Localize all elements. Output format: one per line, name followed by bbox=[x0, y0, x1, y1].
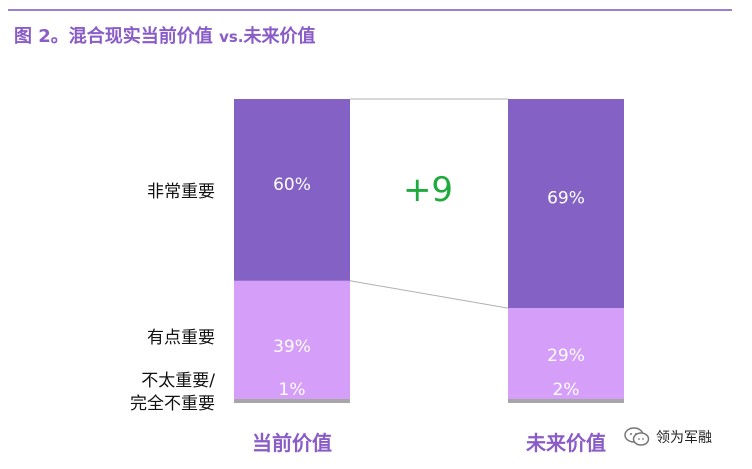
category-label-future: 未来价值 bbox=[526, 431, 606, 455]
bar-very-important-current bbox=[234, 99, 350, 281]
watermark-text: 领为军融 bbox=[656, 430, 712, 446]
data-label-not-important-current: 1% bbox=[279, 380, 306, 400]
figure-title-main: 混合现实当前价值 bbox=[68, 26, 220, 47]
row-label-very-important: 非常重要 bbox=[147, 182, 215, 202]
figure-title: 图 2。混合现实当前价值 vs.未来价值 bbox=[14, 22, 315, 48]
figure-title-suffix: 未来价值 bbox=[243, 26, 316, 47]
row-label-somewhat-important: 有点重要 bbox=[147, 328, 215, 348]
bar-somewhat-important-future bbox=[508, 308, 624, 396]
bar-base-line-current bbox=[234, 399, 350, 403]
data-label-somewhat-important-future: 29% bbox=[547, 346, 585, 366]
top-rule bbox=[8, 9, 732, 11]
figure-title-vs: vs. bbox=[219, 28, 244, 46]
connector-bottom bbox=[349, 280, 509, 309]
bar-base-line-future bbox=[508, 399, 624, 403]
data-label-not-important-future: 2% bbox=[553, 380, 580, 400]
data-label-very-important-current: 60% bbox=[273, 175, 311, 195]
wechat-icon bbox=[624, 427, 650, 447]
watermark: 领为军融 bbox=[624, 427, 712, 447]
row-label-not-important-line1: 不太重要/ bbox=[141, 371, 215, 391]
bar-not-important-future bbox=[508, 395, 624, 402]
category-label-current: 当前价值 bbox=[252, 431, 332, 455]
delta-annotation: +9 bbox=[402, 170, 454, 210]
data-label-very-important-future: 69% bbox=[547, 189, 585, 209]
figure-title-prefix: 图 2。 bbox=[14, 26, 69, 47]
data-label-somewhat-important-current: 39% bbox=[273, 337, 311, 357]
row-label-not-important-line2: 完全不重要 bbox=[130, 394, 215, 414]
bar-somewhat-important-current bbox=[234, 280, 350, 399]
bar-very-important-future bbox=[508, 99, 624, 309]
